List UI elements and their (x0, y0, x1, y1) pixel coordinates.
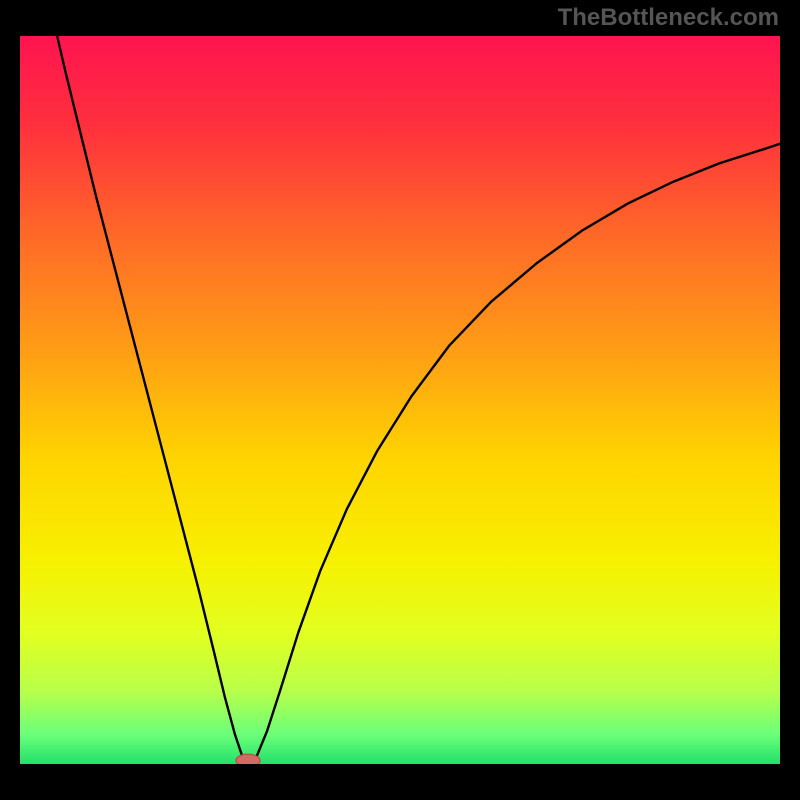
gradient-background (20, 36, 780, 764)
vertex-marker (236, 754, 260, 764)
watermark-text: TheBottleneck.com (558, 4, 779, 32)
plot-area (20, 36, 780, 764)
chart-svg (20, 36, 780, 764)
